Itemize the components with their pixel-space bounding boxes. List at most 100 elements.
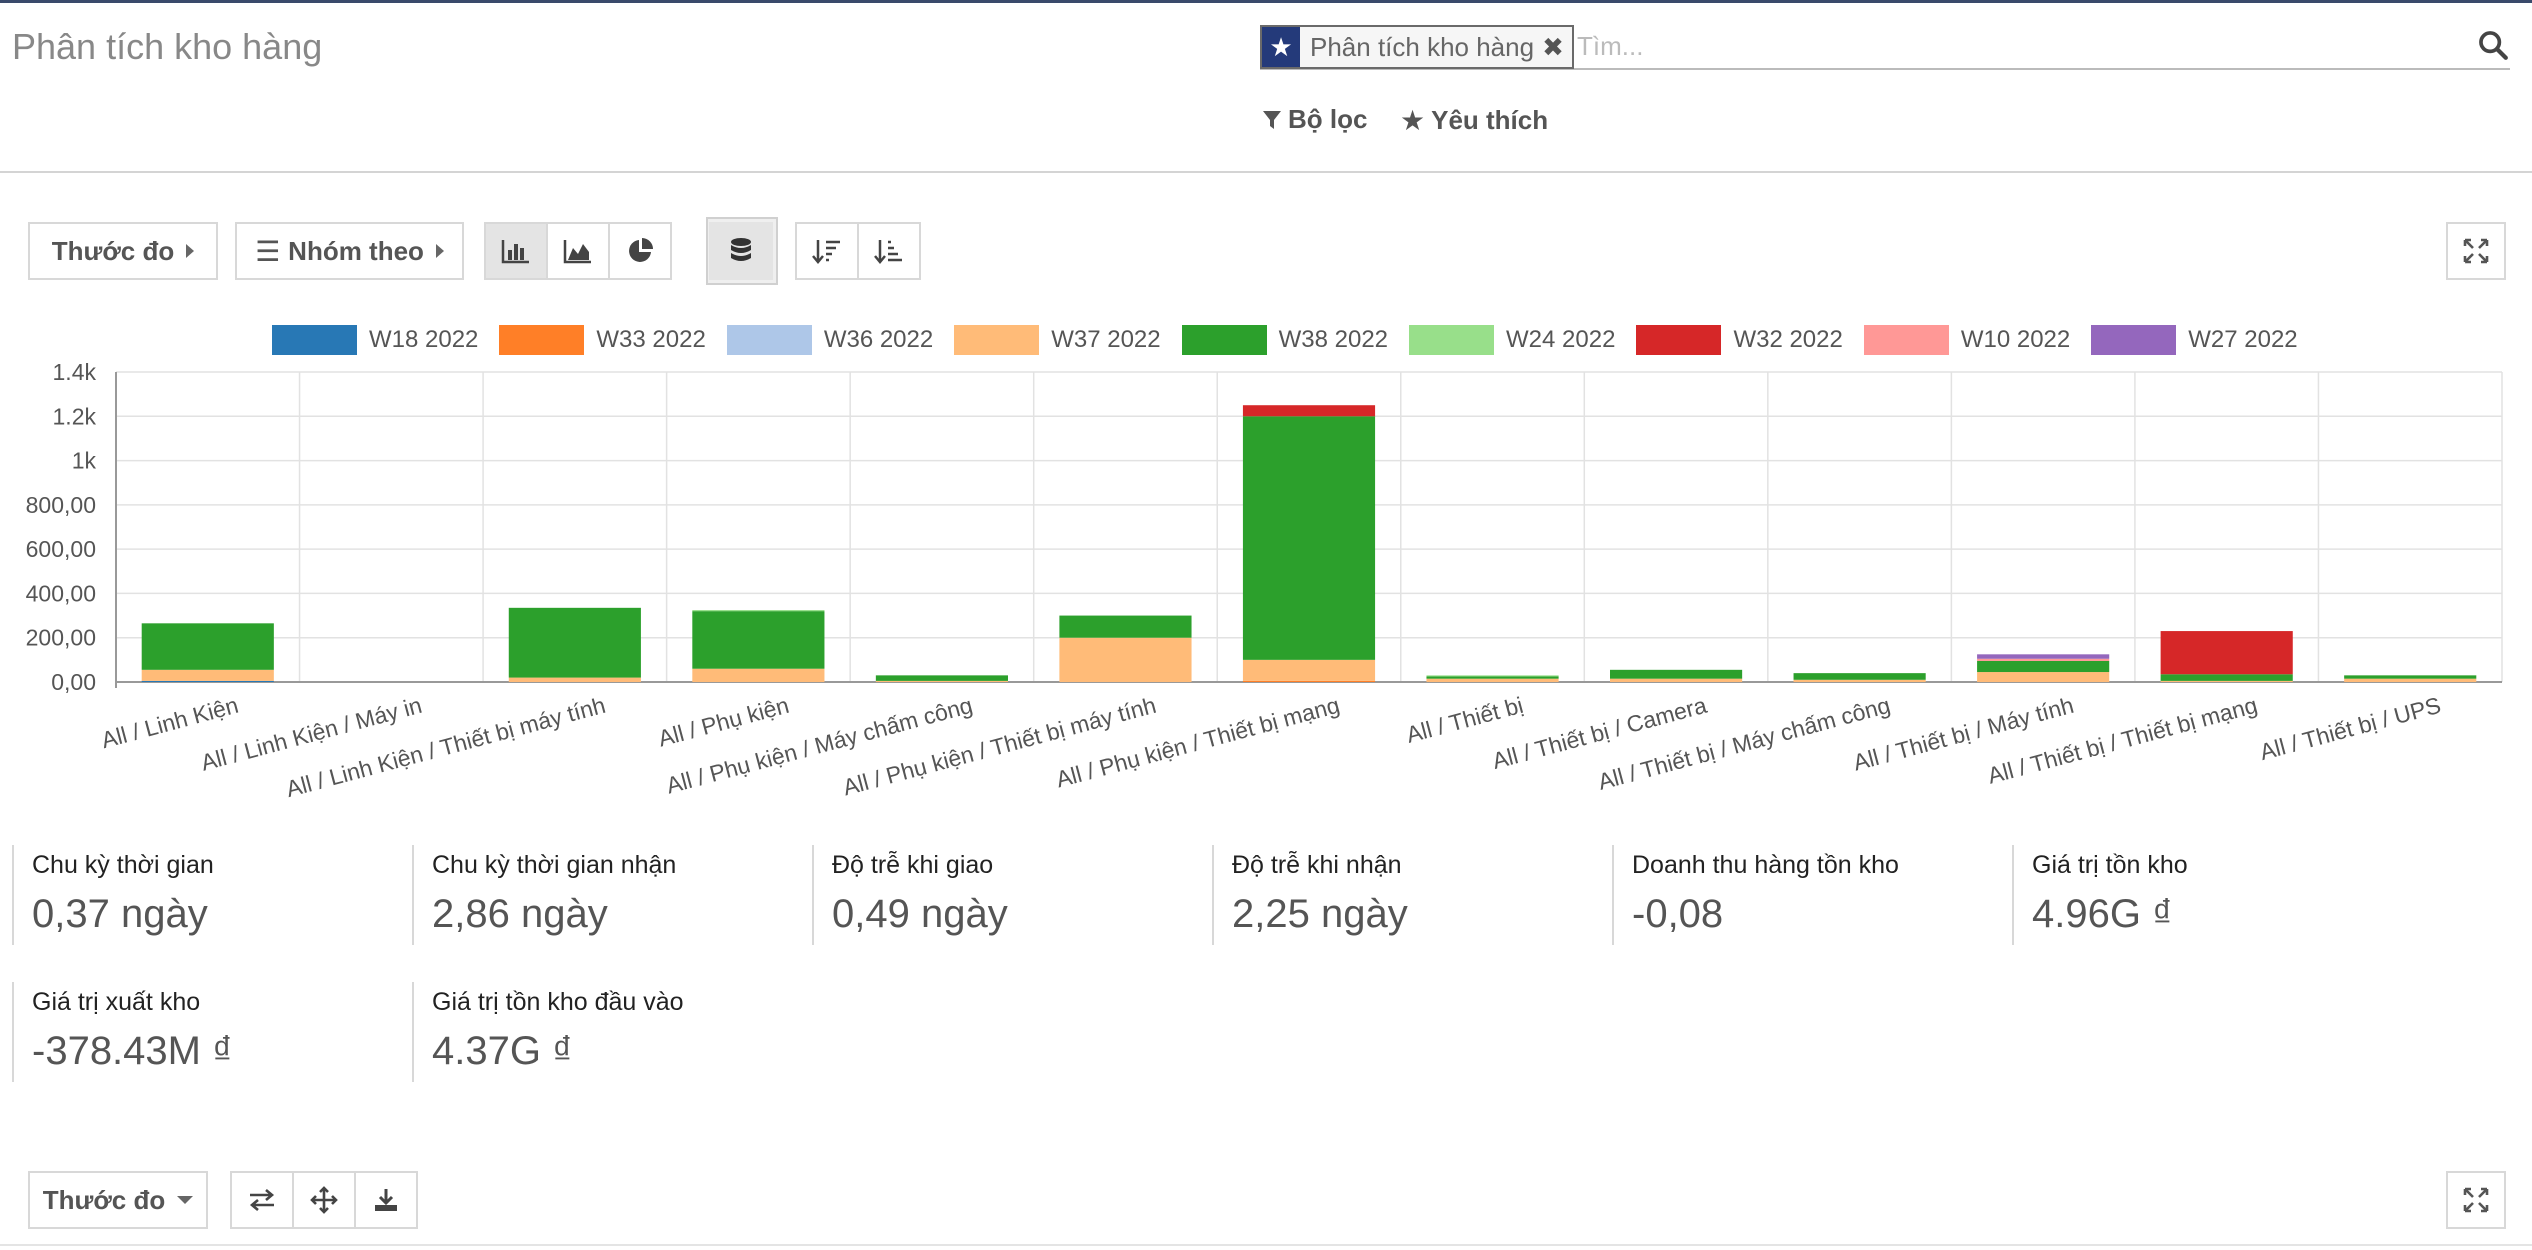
kpi-card: Chu kỳ thời gian 0,37 ngày (12, 845, 392, 945)
kpi-value: 0,49 ngày (832, 892, 1008, 936)
funnel-icon (1263, 110, 1281, 129)
star-icon: ★ (1400, 105, 1426, 136)
legend-label: W24 2022 (1506, 326, 1616, 353)
divider (0, 171, 2532, 173)
sort-group (795, 222, 921, 280)
legend-item[interactable]: W37 2022 (954, 325, 1161, 355)
expand-icon (2463, 1187, 2489, 1213)
arrows-icon (310, 1186, 338, 1214)
download-icon (375, 1189, 397, 1211)
bar-chart-button[interactable] (484, 222, 548, 280)
filter-button[interactable]: Bộ lọc (1262, 104, 1367, 135)
kpi-label: Độ trễ khi giao (832, 851, 994, 879)
legend-label: W32 2022 (1733, 326, 1843, 353)
group-by-button[interactable]: ☰ Nhóm theo (235, 222, 464, 280)
x-tick-label: All / Thiết bị / UPS (2257, 692, 2444, 765)
sort-descending-icon (812, 240, 840, 264)
stacked-button[interactable] (709, 222, 773, 280)
page-title: Phân tích kho hàng (12, 26, 323, 67)
legend-item[interactable]: W32 2022 (1636, 325, 1843, 355)
bar-segment (2160, 631, 2293, 675)
bar-segment (508, 677, 641, 682)
pie-chart-icon (629, 238, 653, 262)
y-tick-label: 1k (72, 448, 97, 474)
x-tick-label: All / Phụ kiện / Máy chấm công (663, 692, 975, 799)
bar-segment (1426, 675, 1559, 677)
bar-segment (1977, 660, 2110, 673)
bar-segment (1793, 679, 1926, 682)
pivot-measures-button[interactable]: Thước đo (28, 1171, 208, 1229)
kpi-card: Doanh thu hàng tồn kho -0,08 (1612, 845, 1992, 945)
legend-item[interactable]: W33 2022 (499, 325, 706, 355)
bar-segment (692, 611, 825, 669)
bar-segment (1059, 615, 1192, 638)
x-tick-label: All / Phụ kiện / Thiết bị máy tính (840, 692, 1159, 800)
legend-label: W33 2022 (596, 326, 706, 353)
y-tick-label: 600,00 (26, 536, 96, 562)
bar-segment (1610, 678, 1743, 682)
filter-label: Bộ lọc (1288, 104, 1368, 134)
flip-axis-button[interactable] (230, 1171, 294, 1229)
bar-segment (1242, 680, 1376, 682)
legend-label: W38 2022 (1278, 326, 1389, 353)
legend-swatch (272, 325, 357, 355)
x-tick-label: All / Linh Kiện / Thiết bị máy tính (283, 692, 608, 800)
line-chart-button[interactable] (546, 222, 610, 280)
legend-item[interactable]: W18 2022 (272, 325, 478, 355)
expand-pivot-button[interactable] (2446, 1171, 2506, 1229)
x-tick-label: All / Thiết bị / Máy chấm công (1595, 692, 1893, 795)
legend-swatch (2091, 325, 2177, 355)
kpi-card: Giá trị xuất kho -378.43M ₫ (12, 982, 392, 1082)
legend-item[interactable]: W10 2022 (1863, 325, 2070, 355)
favorite-label: Yêu thích (1431, 105, 1549, 135)
download-button[interactable] (354, 1171, 418, 1229)
bar-segment (141, 680, 274, 682)
sort-descending-button[interactable] (795, 222, 859, 280)
bar-segment (1242, 416, 1376, 660)
x-tick-label: All / Thiết bị (1403, 692, 1525, 748)
bar-segment (508, 607, 641, 678)
y-tick-label: 0,00 (51, 669, 96, 695)
bar-chart-icon (501, 240, 529, 264)
kpi-value: -378.43M ₫ (32, 1029, 233, 1073)
y-tick-label: 400,00 (26, 580, 96, 606)
sort-ascending-button[interactable] (857, 222, 921, 280)
kpi-value: 4.96G ₫ (2032, 892, 2173, 936)
kpi-card: Giá trị tồn kho 4.96G ₫ (2012, 845, 2392, 945)
favorite-button[interactable]: ★ Yêu thích (1400, 104, 1548, 137)
kpi-label: Chu kỳ thời gian nhận (432, 851, 677, 879)
pie-chart-button[interactable] (608, 222, 672, 280)
close-icon[interactable]: ✖ (1542, 31, 1564, 62)
bar-chart: 0,00 200,00 400,00 600,00 800,00 1k 1.2k 1.4k Al… (26, 360, 2503, 800)
legend-item[interactable]: W36 2022 (726, 325, 934, 355)
expand-all-button[interactable] (292, 1171, 356, 1229)
legend-swatch (1409, 325, 1495, 355)
bar-segment (1610, 669, 1743, 679)
star-icon: ★ (1262, 27, 1300, 67)
legend-item[interactable]: W38 2022 (1181, 325, 1389, 355)
legend-item[interactable]: W27 2022 (2091, 325, 2298, 355)
caret-right-icon (186, 244, 195, 258)
expand-chart-button[interactable] (2446, 222, 2506, 280)
chart-legend: W18 2022 W33 2022 W36 2022 W37 2022 W38 2022… (272, 324, 2319, 356)
measures-button[interactable]: Thước đo (28, 222, 218, 280)
caret-down-icon (177, 1196, 194, 1204)
legend-item[interactable]: W24 2022 (1409, 325, 1615, 355)
bar-segment (1242, 659, 1376, 681)
kpi-value: 2,86 ngày (432, 892, 608, 936)
search-facet[interactable]: ★ Phân tích kho hàng ✖ (1260, 25, 1574, 69)
search-bar[interactable]: ★ Phân tích kho hàng ✖ (1260, 22, 2510, 70)
kpi-card: Độ trễ khi nhận 2,25 ngày (1212, 845, 1592, 945)
search-input[interactable] (1575, 28, 2419, 64)
legend-label: W37 2022 (1051, 326, 1161, 353)
stacked-toggle-wrapper (706, 217, 778, 285)
legend-swatch (499, 325, 585, 355)
chart-type-group (484, 222, 672, 280)
legend-label: W36 2022 (823, 326, 934, 353)
bar-segment (2160, 674, 2293, 681)
kpi-label: Doanh thu hàng tồn kho (1632, 851, 1899, 879)
search-icon[interactable] (2476, 28, 2510, 62)
legend-swatch (1863, 325, 1949, 355)
y-tick-label: 800,00 (26, 492, 96, 518)
legend-label: W18 2022 (369, 326, 479, 353)
